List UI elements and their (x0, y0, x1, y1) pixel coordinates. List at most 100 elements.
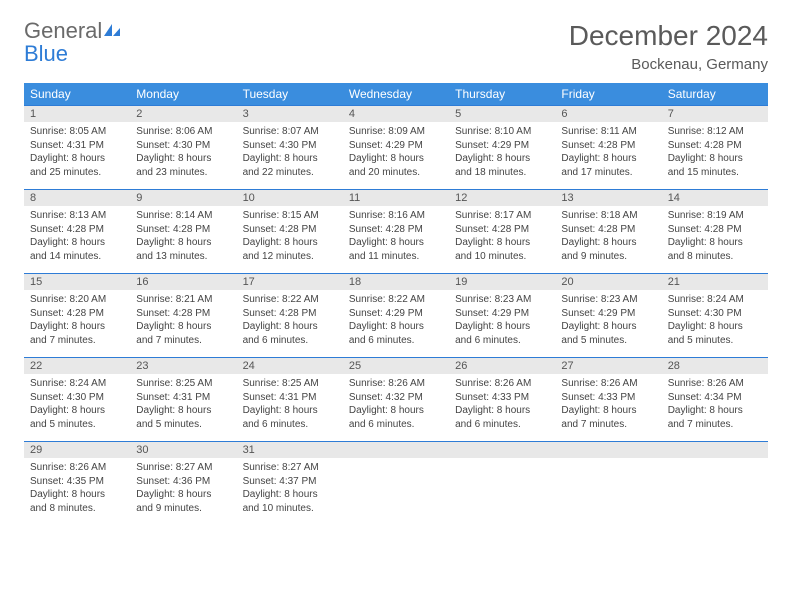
sunset-text: Sunset: 4:33 PM (561, 391, 655, 405)
day-number-cell (343, 442, 449, 459)
month-title: December 2024 (569, 20, 768, 52)
day-header: Monday (130, 83, 236, 106)
day-number-row: 891011121314 (24, 190, 768, 207)
daylight-text-1: Daylight: 8 hours (243, 404, 337, 418)
day-info-cell: Sunrise: 8:22 AMSunset: 4:29 PMDaylight:… (343, 290, 449, 358)
daylight-text-1: Daylight: 8 hours (668, 320, 762, 334)
daylight-text-1: Daylight: 8 hours (668, 152, 762, 166)
day-number-cell: 22 (24, 358, 130, 375)
daylight-text-1: Daylight: 8 hours (349, 320, 443, 334)
logo: General Blue (24, 20, 122, 66)
day-number-cell: 18 (343, 274, 449, 291)
day-info-cell: Sunrise: 8:10 AMSunset: 4:29 PMDaylight:… (449, 122, 555, 190)
day-info-cell: Sunrise: 8:16 AMSunset: 4:28 PMDaylight:… (343, 206, 449, 274)
day-number-cell: 5 (449, 106, 555, 123)
daylight-text-1: Daylight: 8 hours (136, 236, 230, 250)
day-info-cell (449, 458, 555, 525)
sunset-text: Sunset: 4:31 PM (30, 139, 124, 153)
day-number-cell: 21 (662, 274, 768, 291)
daylight-text-2: and 23 minutes. (136, 166, 230, 180)
day-info-cell (662, 458, 768, 525)
day-info-cell: Sunrise: 8:12 AMSunset: 4:28 PMDaylight:… (662, 122, 768, 190)
day-number-cell: 10 (237, 190, 343, 207)
day-info-cell: Sunrise: 8:14 AMSunset: 4:28 PMDaylight:… (130, 206, 236, 274)
day-info-cell: Sunrise: 8:26 AMSunset: 4:33 PMDaylight:… (449, 374, 555, 442)
sunrise-text: Sunrise: 8:11 AM (561, 125, 655, 139)
daylight-text-2: and 7 minutes. (30, 334, 124, 348)
daylight-text-2: and 10 minutes. (455, 250, 549, 264)
sunrise-text: Sunrise: 8:26 AM (561, 377, 655, 391)
daylight-text-2: and 5 minutes. (561, 334, 655, 348)
daylight-text-2: and 20 minutes. (349, 166, 443, 180)
daylight-text-1: Daylight: 8 hours (136, 152, 230, 166)
day-info-cell: Sunrise: 8:21 AMSunset: 4:28 PMDaylight:… (130, 290, 236, 358)
sunset-text: Sunset: 4:32 PM (349, 391, 443, 405)
day-number-cell: 17 (237, 274, 343, 291)
day-header: Friday (555, 83, 661, 106)
daylight-text-2: and 11 minutes. (349, 250, 443, 264)
daylight-text-1: Daylight: 8 hours (455, 236, 549, 250)
day-info-cell: Sunrise: 8:26 AMSunset: 4:34 PMDaylight:… (662, 374, 768, 442)
daylight-text-1: Daylight: 8 hours (349, 152, 443, 166)
day-info-cell: Sunrise: 8:09 AMSunset: 4:29 PMDaylight:… (343, 122, 449, 190)
sunrise-text: Sunrise: 8:26 AM (349, 377, 443, 391)
logo-blue: Blue (24, 41, 68, 66)
day-number-cell: 14 (662, 190, 768, 207)
day-number-cell: 7 (662, 106, 768, 123)
daylight-text-2: and 5 minutes. (30, 418, 124, 432)
day-info-cell: Sunrise: 8:18 AMSunset: 4:28 PMDaylight:… (555, 206, 661, 274)
daylight-text-2: and 12 minutes. (243, 250, 337, 264)
sunrise-text: Sunrise: 8:17 AM (455, 209, 549, 223)
sunset-text: Sunset: 4:28 PM (30, 223, 124, 237)
day-header: Tuesday (237, 83, 343, 106)
day-info-cell: Sunrise: 8:26 AMSunset: 4:33 PMDaylight:… (555, 374, 661, 442)
daylight-text-1: Daylight: 8 hours (668, 404, 762, 418)
daylight-text-2: and 5 minutes. (668, 334, 762, 348)
daylight-text-2: and 18 minutes. (455, 166, 549, 180)
day-info-cell: Sunrise: 8:24 AMSunset: 4:30 PMDaylight:… (24, 374, 130, 442)
sunrise-text: Sunrise: 8:06 AM (136, 125, 230, 139)
sunrise-text: Sunrise: 8:24 AM (30, 377, 124, 391)
sunrise-text: Sunrise: 8:13 AM (30, 209, 124, 223)
daylight-text-1: Daylight: 8 hours (455, 152, 549, 166)
day-number-cell: 6 (555, 106, 661, 123)
day-number-cell: 27 (555, 358, 661, 375)
daylight-text-2: and 22 minutes. (243, 166, 337, 180)
sunrise-text: Sunrise: 8:27 AM (243, 461, 337, 475)
sunset-text: Sunset: 4:30 PM (668, 307, 762, 321)
day-header: Wednesday (343, 83, 449, 106)
daylight-text-2: and 13 minutes. (136, 250, 230, 264)
sunrise-text: Sunrise: 8:16 AM (349, 209, 443, 223)
daylight-text-1: Daylight: 8 hours (243, 320, 337, 334)
day-number-cell: 16 (130, 274, 236, 291)
day-number-cell: 8 (24, 190, 130, 207)
sunrise-text: Sunrise: 8:23 AM (561, 293, 655, 307)
sunrise-text: Sunrise: 8:07 AM (243, 125, 337, 139)
daylight-text-1: Daylight: 8 hours (136, 320, 230, 334)
sunrise-text: Sunrise: 8:18 AM (561, 209, 655, 223)
daylight-text-1: Daylight: 8 hours (561, 236, 655, 250)
daylight-text-1: Daylight: 8 hours (243, 236, 337, 250)
day-info-cell (343, 458, 449, 525)
day-header: Thursday (449, 83, 555, 106)
sunrise-text: Sunrise: 8:25 AM (136, 377, 230, 391)
day-info-row: Sunrise: 8:05 AMSunset: 4:31 PMDaylight:… (24, 122, 768, 190)
day-number-cell: 2 (130, 106, 236, 123)
sunset-text: Sunset: 4:28 PM (136, 223, 230, 237)
sunrise-text: Sunrise: 8:12 AM (668, 125, 762, 139)
daylight-text-1: Daylight: 8 hours (668, 236, 762, 250)
day-number-cell: 28 (662, 358, 768, 375)
day-number-cell (662, 442, 768, 459)
sunset-text: Sunset: 4:28 PM (561, 139, 655, 153)
day-number-cell (555, 442, 661, 459)
day-number-cell: 12 (449, 190, 555, 207)
daylight-text-2: and 7 minutes. (668, 418, 762, 432)
sunset-text: Sunset: 4:30 PM (136, 139, 230, 153)
day-header: Saturday (662, 83, 768, 106)
day-info-row: Sunrise: 8:26 AMSunset: 4:35 PMDaylight:… (24, 458, 768, 525)
logo-sail-icon (102, 25, 122, 42)
daylight-text-1: Daylight: 8 hours (30, 404, 124, 418)
logo-general: General (24, 18, 102, 43)
daylight-text-2: and 9 minutes. (136, 502, 230, 516)
sunset-text: Sunset: 4:34 PM (668, 391, 762, 405)
